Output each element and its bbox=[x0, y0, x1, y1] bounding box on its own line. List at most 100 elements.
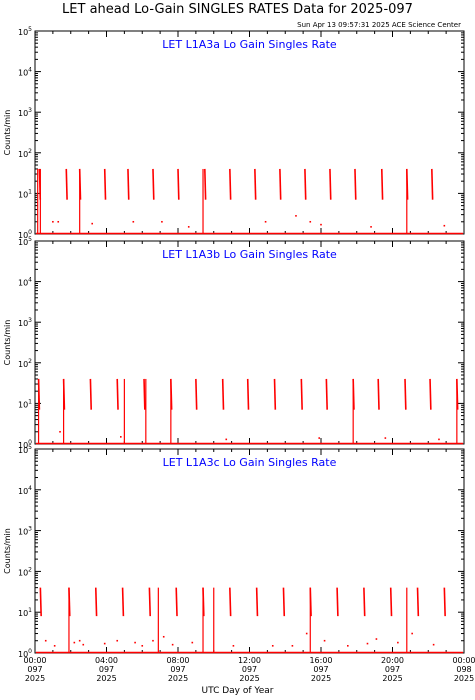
y-tick-label: 102 bbox=[18, 566, 32, 577]
rate-spike bbox=[329, 168, 332, 200]
rate-spike bbox=[177, 168, 180, 200]
rate-spike bbox=[121, 587, 125, 617]
y-axis-label: Counts/min bbox=[3, 110, 12, 156]
rate-spike bbox=[89, 378, 93, 410]
data-point bbox=[134, 641, 136, 644]
y-tick-label: 100 bbox=[18, 648, 32, 659]
rate-spike bbox=[65, 168, 68, 200]
data-point bbox=[291, 645, 294, 647]
data-point bbox=[443, 224, 446, 227]
y-tick-label: 104 bbox=[18, 277, 32, 288]
rate-spike bbox=[175, 587, 178, 617]
x-tick-label-time: 00:00 bbox=[23, 656, 46, 665]
data-point bbox=[91, 222, 93, 225]
data-point bbox=[73, 641, 76, 644]
data-point bbox=[171, 643, 174, 646]
y-axis-label: Counts/min bbox=[3, 528, 12, 574]
x-tick-label-time: 08:00 bbox=[166, 656, 189, 665]
y-tick-label: 103 bbox=[18, 317, 32, 328]
data-point bbox=[375, 638, 378, 640]
x-tick-label-year: 2025 bbox=[454, 674, 474, 683]
data-point bbox=[320, 223, 322, 226]
y-tick-label: 101 bbox=[18, 398, 32, 409]
data-point bbox=[132, 220, 135, 223]
data-point bbox=[347, 645, 349, 647]
rate-spike bbox=[204, 168, 207, 200]
x-tick-label-day: 097 bbox=[170, 665, 185, 674]
panel-2: 100 101 102 103 104 105 Counts/min LET L1A3b Lo… bbox=[3, 236, 465, 450]
panel-frame bbox=[34, 30, 465, 235]
chart-title: LET ahead Lo-Gain SINGLES RATES Data for… bbox=[62, 2, 413, 17]
data-point bbox=[309, 220, 312, 223]
rate-spike bbox=[389, 587, 393, 617]
y-tick-label: 102 bbox=[18, 148, 32, 159]
y-tick-label: 103 bbox=[18, 526, 32, 537]
rate-spike bbox=[229, 587, 232, 617]
y-tick-label: 102 bbox=[18, 358, 32, 369]
data-point bbox=[384, 437, 387, 439]
y-tick-label: 101 bbox=[18, 188, 32, 199]
rate-spike bbox=[380, 168, 384, 200]
rate-spike bbox=[221, 378, 225, 410]
data-point bbox=[161, 220, 163, 223]
rate-spike bbox=[363, 587, 366, 617]
panel-title: LET L1A3b Lo Gain Singles Rate bbox=[162, 248, 337, 261]
data-point bbox=[78, 639, 81, 642]
rate-spike bbox=[416, 587, 420, 617]
rate-spike bbox=[116, 378, 119, 410]
data-point bbox=[120, 436, 122, 438]
rate-spike bbox=[431, 168, 434, 200]
rate-spike bbox=[255, 587, 259, 617]
data-point bbox=[411, 632, 413, 635]
data-point bbox=[82, 643, 85, 646]
data-point bbox=[152, 639, 154, 642]
x-axis-label: UTC Day of Year bbox=[201, 686, 274, 696]
data-point bbox=[432, 643, 435, 646]
rate-spike bbox=[148, 587, 151, 617]
panel-frame bbox=[34, 240, 465, 445]
data-point bbox=[271, 645, 274, 647]
panel-1: 100 101 102 103 104 105 Counts/min LET L1A3a Lo… bbox=[3, 26, 465, 240]
x-tick-label-time: 16:00 bbox=[309, 656, 332, 665]
data-point bbox=[103, 642, 106, 645]
data-point bbox=[323, 639, 326, 642]
x-tick-label-year: 2025 bbox=[96, 674, 116, 683]
x-tick-label-year: 2025 bbox=[25, 674, 45, 683]
y-tick-label: 103 bbox=[18, 107, 32, 118]
x-tick-label-day: 097 bbox=[385, 665, 400, 674]
x-tick-label-day: 097 bbox=[313, 665, 328, 674]
data-point bbox=[57, 220, 60, 223]
rate-spike bbox=[143, 378, 146, 410]
rate-spike bbox=[229, 168, 232, 200]
x-tick-label-time: 20:00 bbox=[381, 656, 404, 665]
data-point bbox=[366, 642, 369, 645]
panel-title: LET L1A3c Lo Gain Singles Rate bbox=[163, 456, 337, 469]
x-tick-label-day: 097 bbox=[242, 665, 257, 674]
data-point bbox=[59, 430, 61, 433]
data-point bbox=[116, 639, 119, 642]
data-point bbox=[397, 641, 399, 644]
data-point bbox=[264, 220, 267, 223]
rate-spike bbox=[103, 168, 107, 200]
data-point bbox=[225, 438, 228, 441]
data-point bbox=[187, 226, 190, 228]
data-point bbox=[305, 632, 308, 635]
rate-spike bbox=[336, 587, 339, 617]
panel-frame bbox=[34, 448, 465, 654]
y-tick-label: 101 bbox=[18, 607, 32, 618]
generation-timestamp: Sun Apr 13 09:57:31 2025 ACE Science Cen… bbox=[297, 21, 461, 29]
data-point bbox=[370, 226, 372, 228]
rate-spike bbox=[404, 378, 407, 410]
data-point bbox=[141, 645, 144, 647]
x-tick-label-year: 2025 bbox=[311, 674, 331, 683]
data-point bbox=[232, 645, 235, 647]
rate-spike bbox=[273, 378, 277, 410]
data-point bbox=[44, 639, 47, 642]
y-tick-label: 104 bbox=[18, 485, 32, 496]
rate-spike bbox=[325, 378, 328, 410]
x-tick-label-day: 097 bbox=[27, 665, 42, 674]
rate-spike bbox=[429, 378, 432, 410]
x-tick-label-time: 00:00 bbox=[452, 656, 475, 665]
rate-spike bbox=[94, 587, 98, 617]
